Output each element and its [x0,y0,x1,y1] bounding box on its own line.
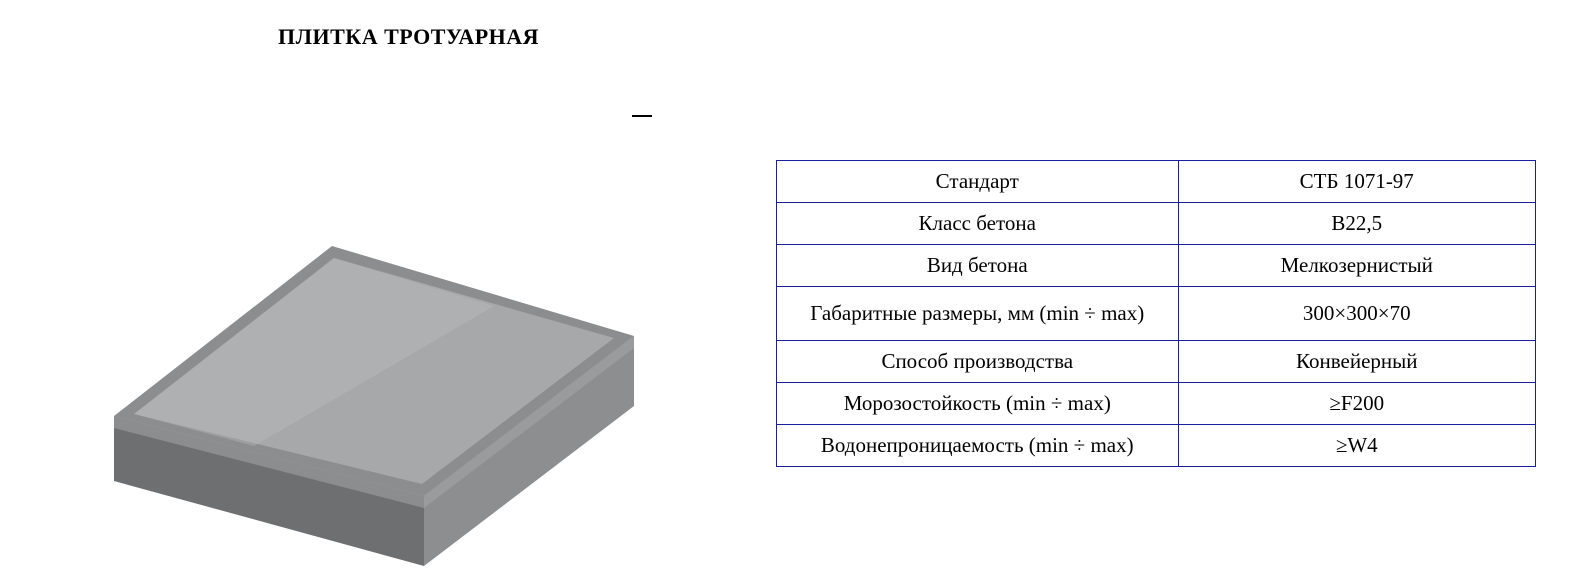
table-row: Способ производства Конвейерный [777,341,1536,383]
spec-label: Габаритные размеры, мм (min ÷ max) [777,287,1179,341]
table-row: Водонепроницаемость (min ÷ max) ≥W4 [777,425,1536,467]
tile-illustration [74,116,662,566]
spec-label: Водонепроницаемость (min ÷ max) [777,425,1179,467]
spec-value: В22,5 [1178,203,1536,245]
spec-value: 300×300×70 [1178,287,1536,341]
spec-value: Конвейерный [1178,341,1536,383]
page-title: ПЛИТКА ТРОТУАРНАЯ [278,24,539,50]
spec-value: ≥F200 [1178,383,1536,425]
table-row: Вид бетона Мелкозернистый [777,245,1536,287]
spec-value: Мелкозернистый [1178,245,1536,287]
spec-label: Вид бетона [777,245,1179,287]
spec-value: СТБ 1071-97 [1178,161,1536,203]
spec-value: ≥W4 [1178,425,1536,467]
table-row: Габаритные размеры, мм (min ÷ max) 300×3… [777,287,1536,341]
spec-label: Морозостойкость (min ÷ max) [777,383,1179,425]
spec-label: Стандарт [777,161,1179,203]
table-row: Морозостойкость (min ÷ max) ≥F200 [777,383,1536,425]
spec-table: Стандарт СТБ 1071-97 Класс бетона В22,5 … [776,160,1536,467]
table-row: Класс бетона В22,5 [777,203,1536,245]
table-row: Стандарт СТБ 1071-97 [777,161,1536,203]
spec-table-body: Стандарт СТБ 1071-97 Класс бетона В22,5 … [777,161,1536,467]
spec-label: Класс бетона [777,203,1179,245]
spec-label: Способ производства [777,341,1179,383]
